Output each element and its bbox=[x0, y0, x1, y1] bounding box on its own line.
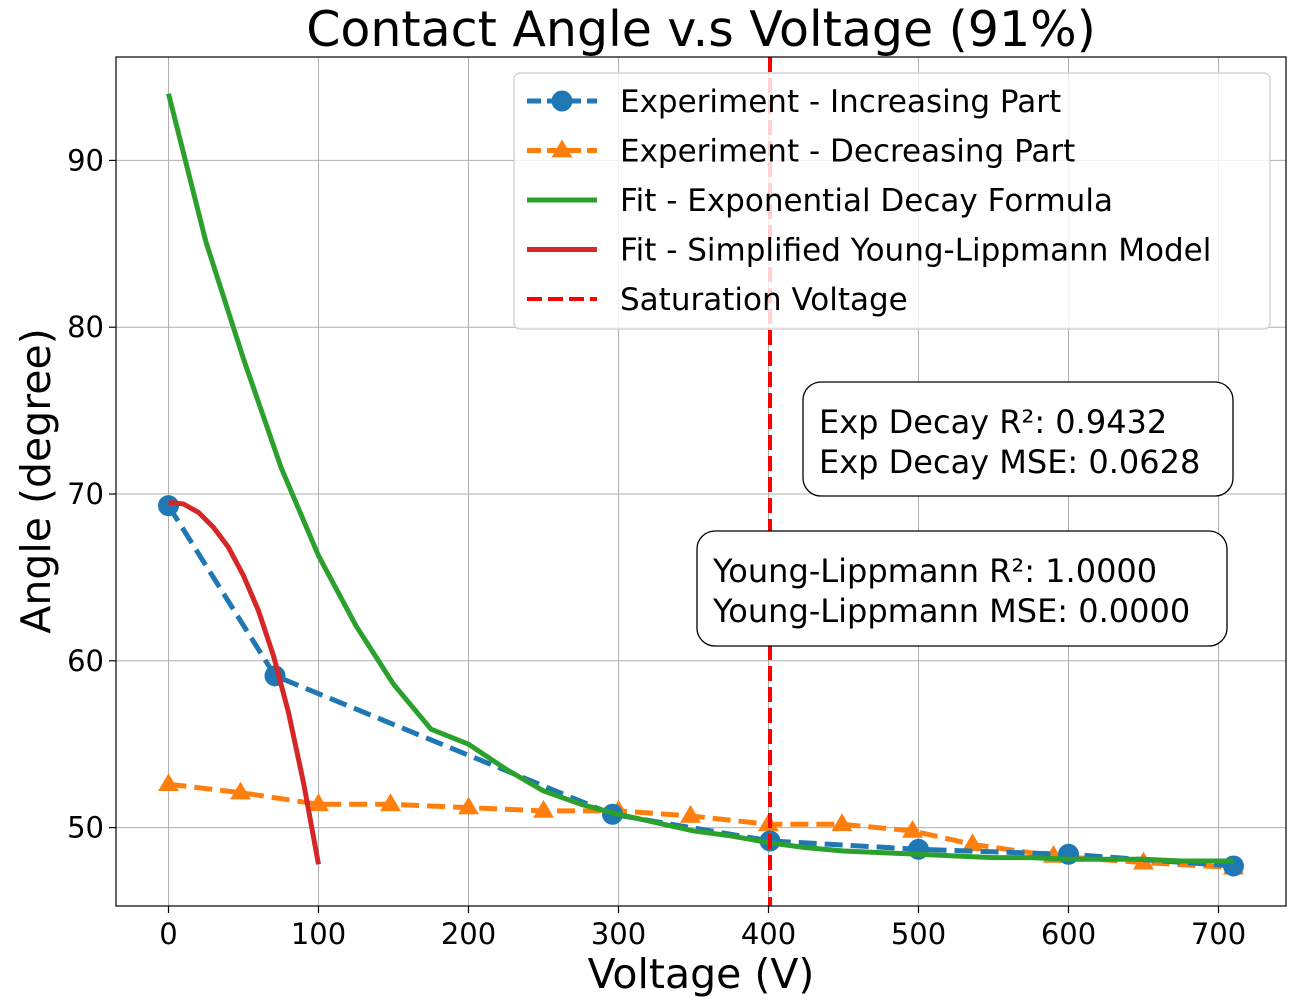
y-tick-label: 50 bbox=[67, 811, 104, 845]
decreasing-data-point bbox=[380, 793, 401, 812]
decreasing-data-point bbox=[902, 819, 923, 838]
stats-box bbox=[696, 530, 1228, 647]
exp-decay-fit-line bbox=[166, 93, 1234, 864]
legend-label: Saturation Voltage bbox=[620, 282, 908, 318]
legend-marker bbox=[551, 90, 573, 112]
stats-mse-text: Young-Lippmann MSE: 0.0000 bbox=[712, 592, 1190, 630]
decreasing-data-point bbox=[458, 796, 479, 815]
y-tick-label: 60 bbox=[67, 644, 104, 678]
legend-label: Experiment - Decreasing Part bbox=[620, 134, 1075, 170]
x-tick-label: 200 bbox=[441, 917, 496, 951]
legend-marker bbox=[551, 139, 573, 158]
legend: Experiment - Increasing Part Experiment -… bbox=[513, 72, 1271, 330]
legend-label: Fit - Exponential Decay Formula bbox=[620, 183, 1113, 219]
chart-title: Contact Angle v.s Voltage (91%) bbox=[306, 1, 1096, 58]
y-tick-label: 80 bbox=[67, 310, 104, 344]
legend-box bbox=[513, 72, 1271, 330]
plot-frame bbox=[115, 56, 1287, 907]
stats-r2-text: Exp Decay R²: 0.9432 bbox=[819, 403, 1167, 441]
x-tick-label: 0 bbox=[159, 917, 177, 951]
x-axis-label: Voltage (V) bbox=[588, 950, 815, 998]
stats-r2-text: Young-Lippmann R²: 1.0000 bbox=[712, 552, 1157, 590]
stats-mse-text: Exp Decay MSE: 0.0628 bbox=[819, 443, 1200, 481]
decreasing-data-point bbox=[680, 804, 701, 823]
y-tick-label: 70 bbox=[67, 477, 104, 511]
legend-label: Fit - Simplified Young-Lippmann Model bbox=[620, 233, 1211, 269]
x-tick-label: 100 bbox=[291, 917, 346, 951]
legend-label: Experiment - Increasing Part bbox=[620, 84, 1061, 120]
increasing-data-point bbox=[158, 495, 179, 517]
x-tick-label: 300 bbox=[591, 917, 646, 951]
plot-series bbox=[158, 57, 1244, 906]
decreasing-data-point bbox=[962, 833, 983, 852]
y-tick-label: 90 bbox=[67, 143, 104, 177]
decreasing-data-point bbox=[308, 793, 329, 812]
x-tick-label: 700 bbox=[1191, 917, 1246, 951]
stats-box bbox=[802, 381, 1234, 497]
axis-ticks: 0 100 200 300 400 500 600 700 50 60 70 80 90 bbox=[67, 143, 1246, 951]
y-axis-label: Angle (degree) bbox=[12, 328, 60, 633]
young-lippmann-fit-line bbox=[168, 499, 321, 865]
decreasing-data-point bbox=[533, 799, 554, 818]
decreasing-data-point bbox=[158, 773, 179, 792]
decreasing-data-point bbox=[831, 813, 853, 832]
x-tick-label: 400 bbox=[741, 917, 796, 951]
decreasing-data-point bbox=[230, 781, 251, 800]
x-tick-label: 600 bbox=[1041, 917, 1096, 951]
x-tick-label: 500 bbox=[891, 917, 946, 951]
